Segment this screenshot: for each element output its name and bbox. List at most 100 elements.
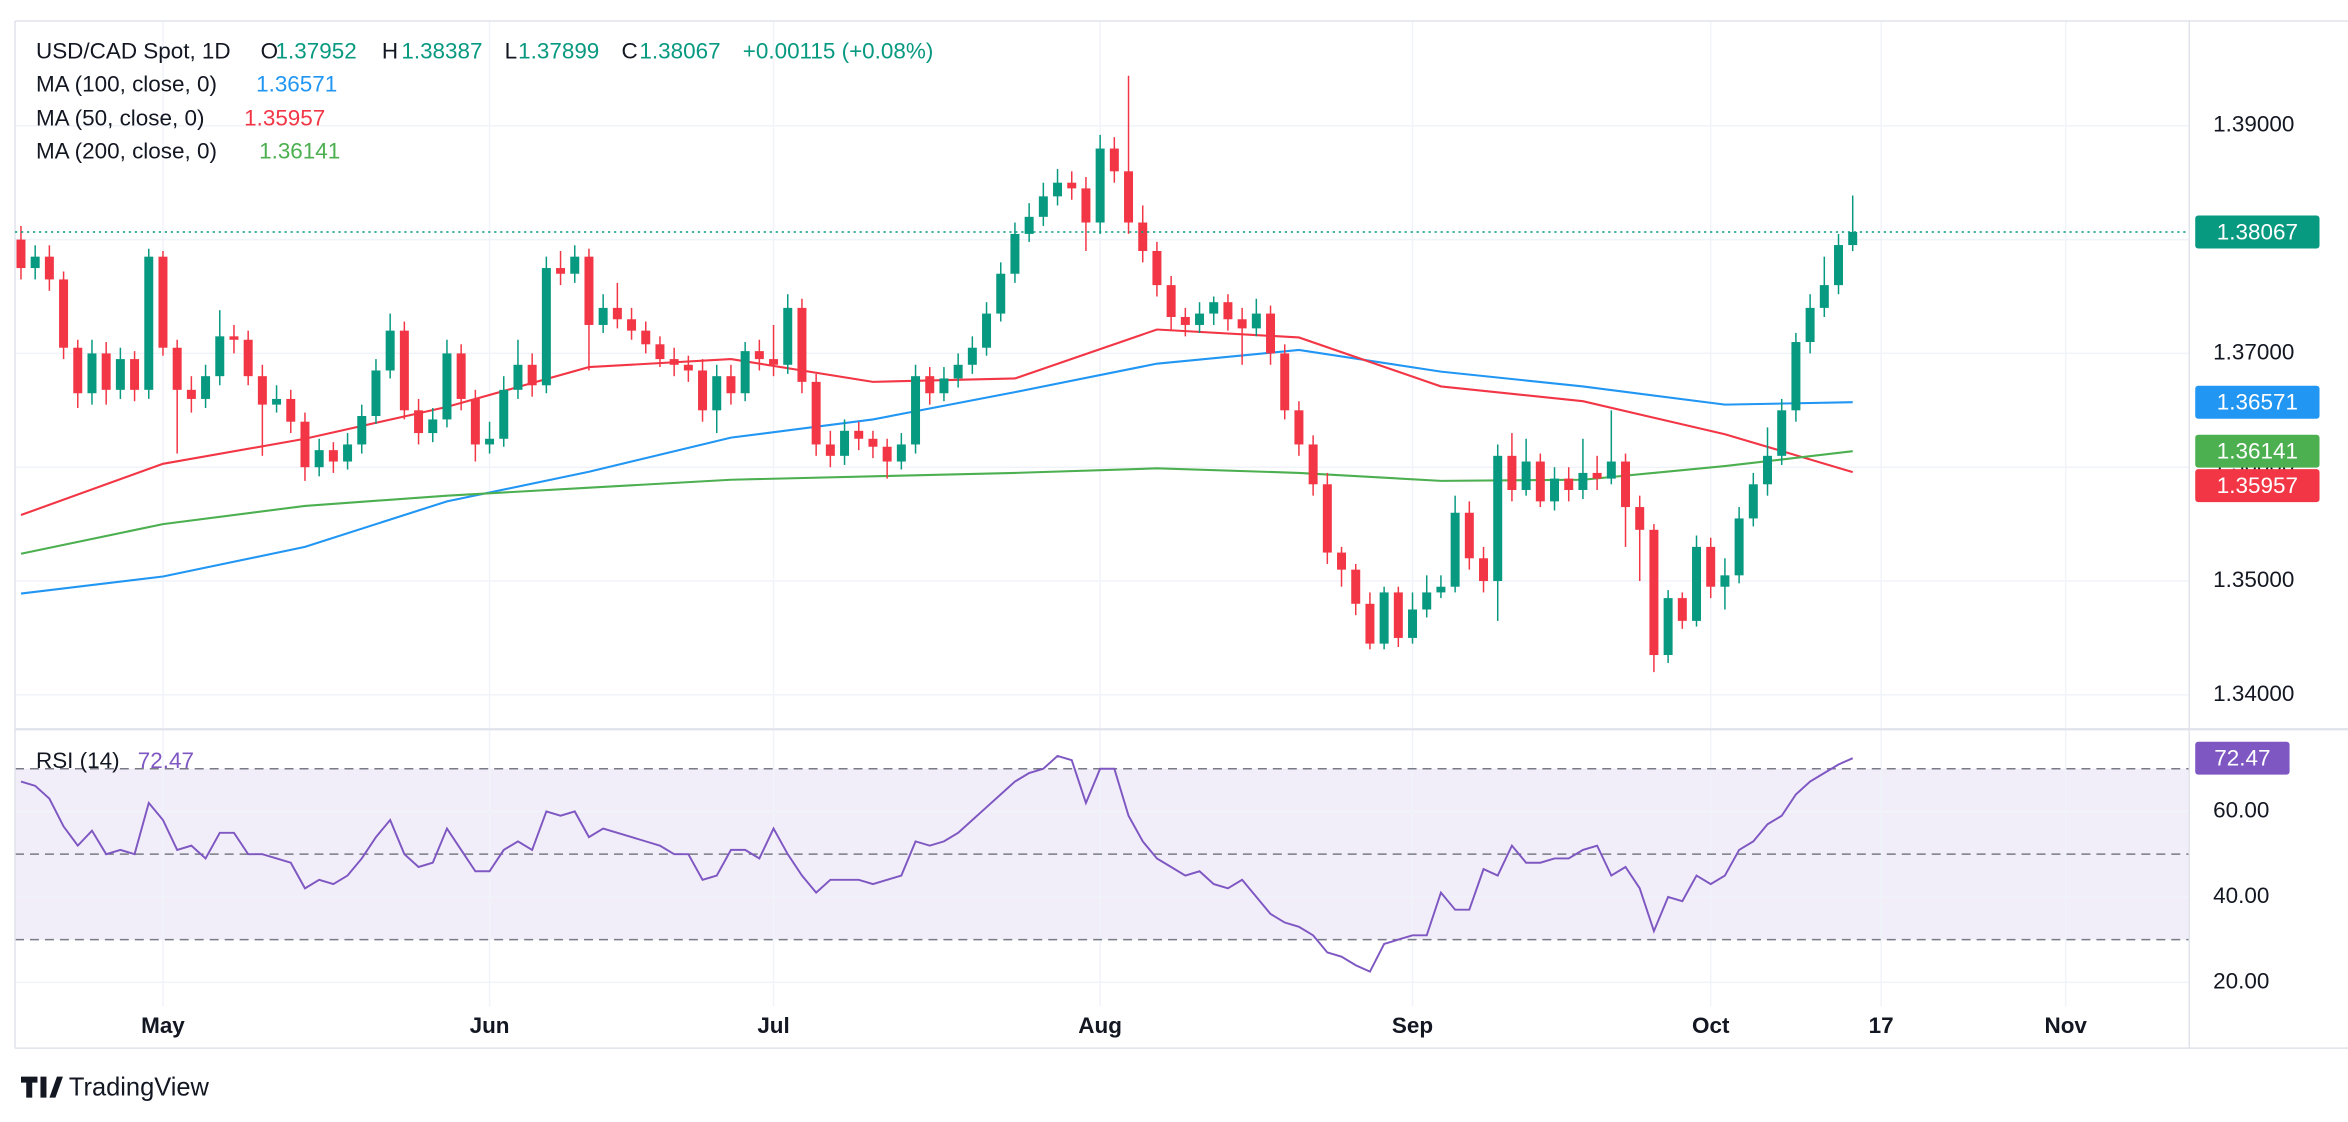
legend-label: MA (200, close, 0) bbox=[36, 139, 217, 164]
candle-body bbox=[1294, 410, 1304, 445]
candle-body bbox=[272, 398, 282, 405]
candle-body bbox=[1720, 575, 1730, 587]
candle-body bbox=[172, 347, 182, 390]
candle-body bbox=[1209, 302, 1219, 314]
rsi-value: 72.47 bbox=[138, 748, 194, 773]
candle-body bbox=[215, 336, 225, 377]
y-tick-label: 40.00 bbox=[2213, 883, 2269, 908]
candle-body bbox=[399, 330, 409, 411]
candle-body bbox=[16, 239, 26, 269]
candle-body bbox=[357, 416, 367, 445]
candle-body bbox=[115, 359, 125, 390]
candle-body bbox=[1337, 552, 1347, 570]
candle-body bbox=[1351, 569, 1361, 604]
legend-value: 1.36571 bbox=[256, 71, 337, 96]
candle-body bbox=[1621, 461, 1631, 508]
candle-body bbox=[229, 336, 239, 340]
candle-body bbox=[1280, 353, 1290, 411]
price-label: 1.38067 bbox=[2217, 219, 2298, 244]
candle-body bbox=[1379, 592, 1389, 644]
candle-body bbox=[1195, 313, 1205, 325]
moving-average bbox=[20, 348, 1853, 595]
candle-body bbox=[1592, 472, 1602, 479]
candle-body bbox=[811, 381, 821, 445]
candle-body bbox=[243, 339, 253, 377]
candle-body bbox=[1450, 512, 1460, 587]
candle-body bbox=[1109, 148, 1119, 172]
candle-body bbox=[1081, 188, 1091, 223]
candle-body bbox=[1791, 342, 1801, 411]
candle-body bbox=[1180, 316, 1190, 325]
candle-body bbox=[996, 273, 1006, 314]
candle-body bbox=[1677, 598, 1687, 621]
candle-body bbox=[428, 419, 438, 434]
candle-body bbox=[1166, 285, 1176, 317]
candle-body bbox=[896, 444, 906, 462]
brand: TradingView bbox=[69, 1073, 210, 1101]
rsi-label: RSI (14) bbox=[36, 748, 120, 773]
candle-body bbox=[1393, 592, 1403, 638]
candle-body bbox=[1606, 461, 1616, 479]
candle-body bbox=[1237, 319, 1247, 329]
candle-body bbox=[130, 359, 140, 390]
symbol: USD/CAD Spot, 1D bbox=[36, 38, 231, 63]
candle-body bbox=[641, 330, 651, 345]
candle-body bbox=[499, 389, 509, 439]
candle-body bbox=[1748, 484, 1758, 519]
candle-body bbox=[769, 359, 779, 365]
candle-body bbox=[1635, 507, 1645, 530]
candle-body bbox=[1053, 182, 1063, 197]
rsi-label: 72.47 bbox=[2214, 746, 2270, 771]
candle-body bbox=[1564, 478, 1574, 490]
candle-body bbox=[186, 389, 196, 399]
candle-body bbox=[527, 364, 537, 386]
candle-body bbox=[570, 256, 580, 274]
candle-body bbox=[939, 378, 949, 394]
price-label: 1.36571 bbox=[2217, 390, 2298, 415]
candle-body bbox=[1010, 233, 1020, 274]
legend-label: MA (50, close, 0) bbox=[36, 106, 204, 131]
candle-body bbox=[1436, 586, 1446, 593]
candle-body bbox=[556, 268, 566, 274]
candle-body bbox=[257, 376, 267, 405]
candle-body bbox=[669, 359, 679, 365]
candle-body bbox=[541, 268, 551, 386]
high-value: 1.38387 bbox=[401, 38, 482, 63]
candle-body bbox=[286, 398, 296, 422]
candle-body bbox=[101, 353, 111, 390]
candle-body bbox=[1464, 512, 1474, 559]
candle-body bbox=[655, 344, 665, 360]
candle-body bbox=[612, 307, 622, 320]
candle-body bbox=[1663, 598, 1673, 656]
price-label-box bbox=[2195, 434, 2320, 468]
candle-body bbox=[1819, 285, 1829, 308]
candle-body bbox=[1038, 196, 1048, 217]
candle-body bbox=[825, 444, 835, 456]
candle-body bbox=[1805, 307, 1815, 343]
candle-body bbox=[1777, 410, 1787, 456]
candle-body bbox=[1734, 518, 1744, 576]
candle-body bbox=[30, 256, 40, 269]
candle-body bbox=[87, 353, 97, 394]
candle-body bbox=[683, 364, 693, 371]
candle-body bbox=[1408, 609, 1418, 638]
candle-body bbox=[1251, 313, 1261, 329]
candle-body bbox=[754, 351, 764, 360]
candle-body bbox=[1152, 250, 1162, 286]
low-label: L bbox=[505, 38, 518, 63]
candle-body bbox=[1521, 461, 1531, 490]
candle-body bbox=[1834, 245, 1844, 286]
y-tick-label: 1.35000 bbox=[2213, 567, 2294, 592]
change: +0.00115 (+0.08%) bbox=[743, 38, 934, 63]
candle-body bbox=[1067, 182, 1077, 189]
legend-value: 1.36141 bbox=[259, 139, 340, 164]
candle-body bbox=[1763, 455, 1773, 485]
candle-body bbox=[158, 256, 168, 348]
logo-mark bbox=[21, 1076, 63, 1098]
candle-body bbox=[783, 307, 793, 365]
candle-body bbox=[1223, 302, 1233, 320]
candle-body bbox=[485, 438, 495, 445]
candle-body bbox=[868, 438, 878, 447]
x-tick-label: Jun bbox=[470, 1013, 510, 1038]
candle-body bbox=[1322, 484, 1332, 553]
